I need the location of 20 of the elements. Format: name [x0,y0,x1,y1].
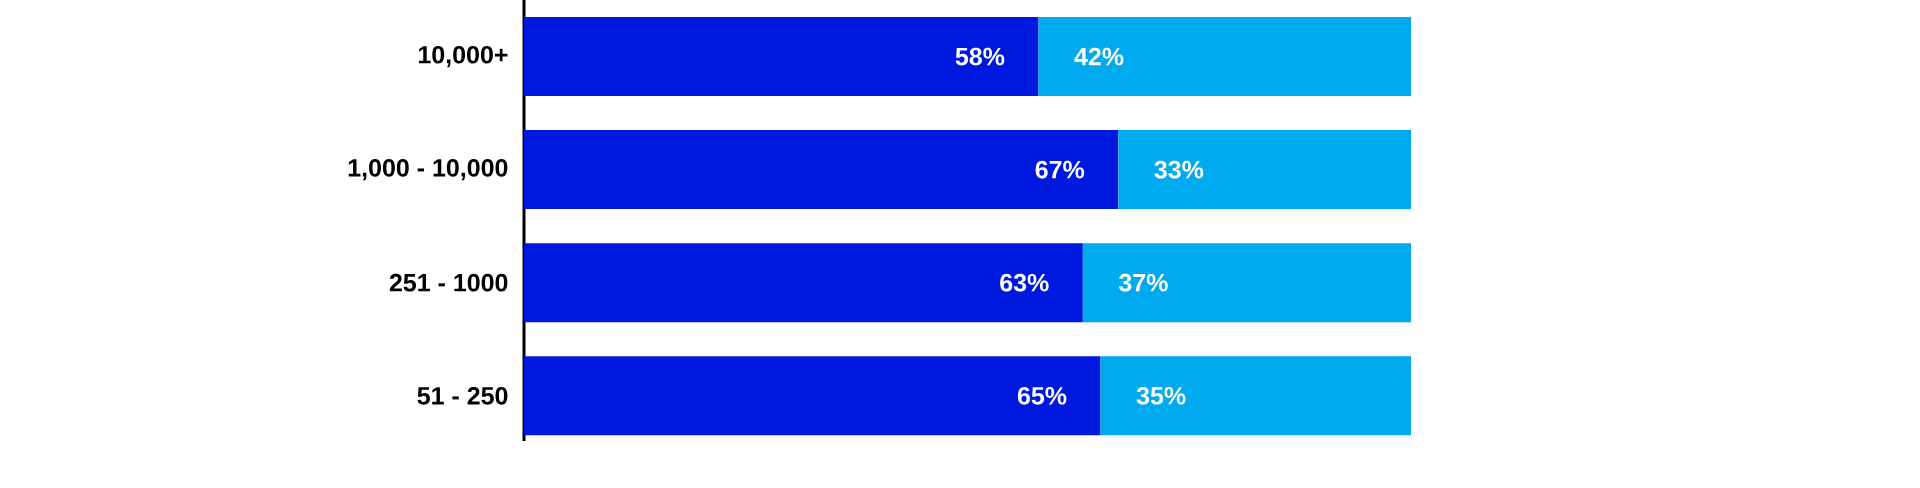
data-label: 42% [1074,47,1124,66]
bar [524,17,1039,97]
data-label: 58% [955,47,1005,66]
bar [1082,243,1412,323]
y-tick-label: 251 - 1000 [389,273,508,292]
y-tick-label: 1,000 - 10,000 [348,158,508,181]
bar [1038,17,1412,97]
y-tick-label: 51 - 250 [417,386,508,405]
bar [524,130,1119,210]
data-label: 67% [1035,160,1085,179]
data-label: 37% [1118,273,1168,292]
bar [524,356,1101,436]
y-tick-label: 10,000+ [418,45,508,68]
bar [1100,356,1412,436]
data-label: 65% [1017,386,1067,405]
data-label: 63% [1000,273,1049,292]
data-label: 33% [1154,160,1204,179]
bar [524,243,1083,323]
bar [1118,130,1412,210]
data-label: 35% [1136,386,1186,405]
